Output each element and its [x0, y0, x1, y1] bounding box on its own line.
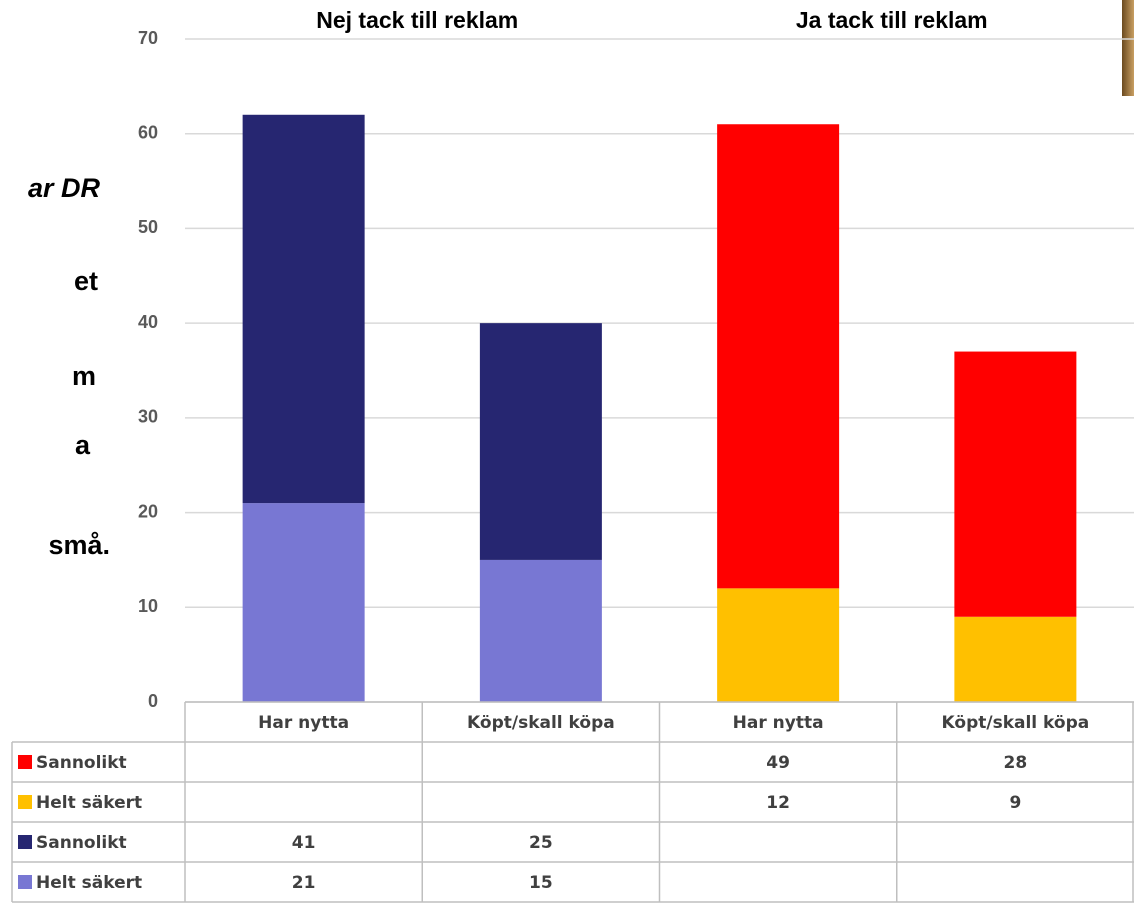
chart: ar DR et m a små. 0 10 20 30 40 50 60 70 Nej tac… [0, 0, 1134, 921]
y-tick-label: 70 [138, 28, 158, 48]
x-tick-label: Har nytta [733, 713, 824, 733]
side-text: ar DR [28, 173, 101, 203]
legend-label: Sannolikt [36, 753, 127, 773]
x-tick-label: Köpt/skall köpa [467, 713, 615, 733]
corner-image [1122, 0, 1134, 96]
side-text: a [75, 430, 91, 460]
y-tick-label: 30 [138, 407, 158, 427]
legend-swatch [18, 875, 32, 889]
bar-segment [480, 323, 602, 560]
side-text: m [72, 361, 96, 391]
group-title: Ja tack till reklam [796, 7, 988, 33]
legend-swatch [18, 755, 32, 769]
data-label: 41 [292, 833, 316, 853]
data-label: 49 [766, 753, 790, 773]
data-label: 21 [292, 873, 316, 893]
data-label: 28 [1004, 753, 1028, 773]
bar-segment [954, 352, 1076, 617]
data-label: 9 [1009, 793, 1021, 813]
data-label: 12 [766, 793, 790, 813]
legend-label: Helt säkert [36, 793, 142, 813]
legend-swatch [18, 835, 32, 849]
group-title: Nej tack till reklam [316, 7, 518, 33]
x-tick-label: Har nytta [258, 713, 349, 733]
y-tick-label: 60 [138, 122, 158, 142]
y-tick-label: 0 [148, 691, 158, 711]
side-text: små. [48, 530, 110, 560]
y-tick-label: 40 [138, 312, 158, 332]
bar-segment [954, 617, 1076, 702]
bar-segment [480, 560, 602, 702]
data-label: 15 [529, 873, 553, 893]
y-tick-label: 50 [138, 217, 158, 237]
y-tick-label: 20 [138, 501, 158, 521]
data-label: 25 [529, 833, 553, 853]
bar-segment [717, 588, 839, 702]
legend-swatch [18, 795, 32, 809]
y-tick-label: 10 [138, 596, 158, 616]
x-tick-label: Köpt/skall köpa [942, 713, 1090, 733]
side-text: et [74, 266, 98, 296]
legend-label: Sannolikt [36, 833, 127, 853]
bar-segment [243, 503, 365, 702]
bar-segment [243, 115, 365, 503]
bar-segment [717, 124, 839, 588]
legend-label: Helt säkert [36, 873, 142, 893]
